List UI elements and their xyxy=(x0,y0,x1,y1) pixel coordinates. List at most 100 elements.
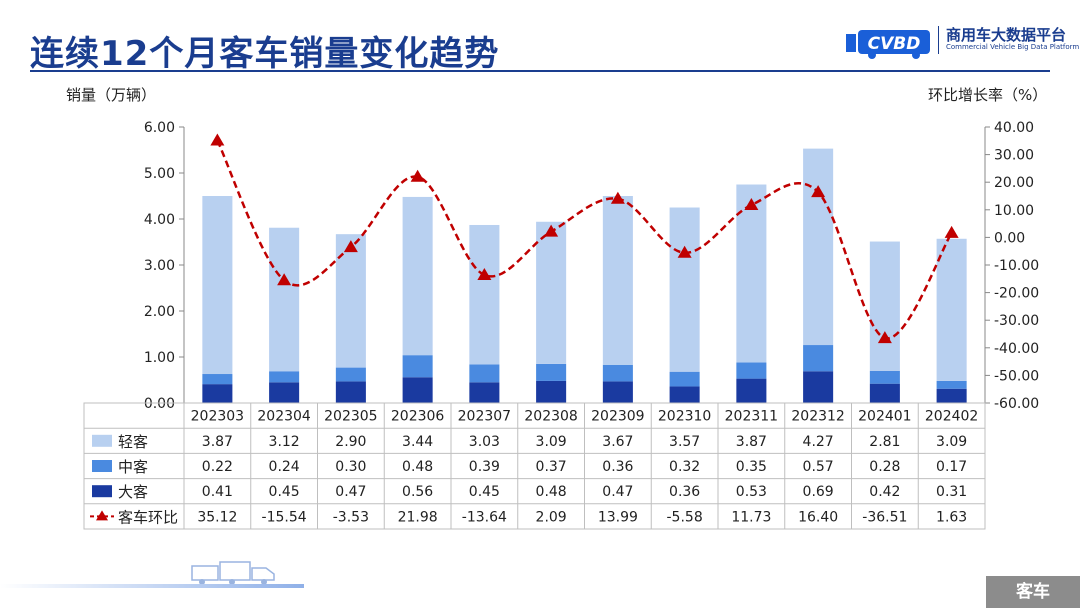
data-label: -3.53 xyxy=(333,509,369,525)
data-label: -15.54 xyxy=(262,509,307,525)
legend-swatch xyxy=(92,485,112,498)
bar-large xyxy=(402,377,433,403)
truck-decoration-icon xyxy=(191,561,275,585)
data-label: 2.81 xyxy=(869,434,900,450)
data-label: 3.87 xyxy=(736,434,767,450)
x-tick-label: 202306 xyxy=(391,409,445,425)
data-label: 0.48 xyxy=(402,459,433,475)
data-label: 3.67 xyxy=(602,434,633,450)
legend-label: 中客 xyxy=(118,458,148,476)
y-tick-label: 2.00 xyxy=(144,304,175,320)
bar-light xyxy=(869,241,900,371)
mom-point xyxy=(811,185,826,198)
mom-point xyxy=(877,331,892,344)
data-label: 3.44 xyxy=(402,434,433,450)
data-label: 3.87 xyxy=(202,434,233,450)
bar-light xyxy=(269,227,300,372)
mom-point xyxy=(277,273,292,286)
bar-large xyxy=(335,381,366,403)
data-label: 3.03 xyxy=(469,434,500,450)
x-tick-label: 202304 xyxy=(257,409,311,425)
data-label: 0.39 xyxy=(469,459,500,475)
data-label: 0.53 xyxy=(736,484,767,500)
mom-point xyxy=(210,133,225,146)
bar-medium xyxy=(602,364,633,382)
bar-light xyxy=(335,234,366,368)
data-label: 0.36 xyxy=(602,459,633,475)
data-label: 0.22 xyxy=(202,459,233,475)
data-label: 0.17 xyxy=(936,459,967,475)
bar-medium xyxy=(536,363,567,381)
y2-tick-label: 0.00 xyxy=(994,230,1025,246)
y2-tick-label: -10.00 xyxy=(994,258,1039,274)
data-label: 0.47 xyxy=(602,484,633,500)
x-tick-label: 202402 xyxy=(925,409,978,425)
data-label: 2.90 xyxy=(335,434,366,450)
y2-tick-label: -50.00 xyxy=(994,368,1039,384)
bar-large xyxy=(736,378,767,403)
bar-light xyxy=(736,184,767,363)
logo-mark: CVBD xyxy=(868,34,921,54)
x-tick-label: 202312 xyxy=(791,409,844,425)
title-divider xyxy=(30,70,1050,72)
y-tick-label: 0.00 xyxy=(144,396,175,412)
bar-medium xyxy=(736,362,767,379)
data-label: 0.37 xyxy=(536,459,567,475)
bar-large xyxy=(669,386,700,403)
data-label: 3.12 xyxy=(269,434,300,450)
bar-light xyxy=(803,148,834,346)
data-label: 0.31 xyxy=(936,484,967,500)
data-label: 3.57 xyxy=(669,434,700,450)
bar-light xyxy=(936,238,967,381)
data-label: 0.32 xyxy=(669,459,700,475)
legend-label: 大客 xyxy=(118,483,148,501)
data-label: 35.12 xyxy=(197,509,237,525)
logo-separator xyxy=(938,26,939,54)
data-label: -13.64 xyxy=(462,509,507,525)
data-label: 0.56 xyxy=(402,484,433,500)
data-label: 0.47 xyxy=(335,484,366,500)
data-label: 0.36 xyxy=(669,484,700,500)
mom-point xyxy=(610,191,625,204)
x-tick-label: 202307 xyxy=(458,409,511,425)
data-label: 16.40 xyxy=(798,509,838,525)
y2-tick-label: -60.00 xyxy=(994,396,1039,412)
data-label: 3.09 xyxy=(936,434,967,450)
y-axis-label: 销量（万辆） xyxy=(66,86,157,104)
logo-title: 商用车大数据平台 xyxy=(946,26,1067,44)
bar-light xyxy=(202,196,233,375)
data-label: 0.45 xyxy=(269,484,300,500)
bar-medium xyxy=(202,374,233,385)
mom-point xyxy=(944,225,959,238)
bar-medium xyxy=(936,380,967,389)
y-tick-label: 3.00 xyxy=(144,258,175,274)
data-label: -5.58 xyxy=(667,509,703,525)
bar-large xyxy=(803,371,834,403)
y-tick-label: 5.00 xyxy=(144,166,175,182)
y-tick-label: 1.00 xyxy=(144,350,175,366)
bar-large xyxy=(202,384,233,403)
bar-medium xyxy=(869,370,900,384)
data-label: 21.98 xyxy=(398,509,438,525)
data-label: 4.27 xyxy=(803,434,834,450)
bar-medium xyxy=(669,371,700,387)
footer-accent-bar xyxy=(0,584,304,588)
y2-tick-label: -30.00 xyxy=(994,313,1039,329)
mom-point xyxy=(477,268,492,281)
bar-light xyxy=(602,196,633,365)
mom-point xyxy=(410,169,425,182)
x-tick-label: 202303 xyxy=(191,409,244,425)
x-tick-label: 202311 xyxy=(725,409,778,425)
data-label: 0.48 xyxy=(536,484,567,500)
y2-axis-label: 环比增长率（%） xyxy=(928,86,1048,104)
y2-tick-label: -20.00 xyxy=(994,286,1039,302)
data-label: 2.09 xyxy=(536,509,567,525)
data-label: 3.09 xyxy=(536,434,567,450)
legend-marker xyxy=(96,510,108,521)
legend-swatch xyxy=(92,434,112,447)
y2-tick-label: 20.00 xyxy=(994,175,1034,191)
mom-point xyxy=(343,240,358,253)
bar-medium xyxy=(402,355,433,378)
y2-tick-label: -40.00 xyxy=(994,341,1039,357)
